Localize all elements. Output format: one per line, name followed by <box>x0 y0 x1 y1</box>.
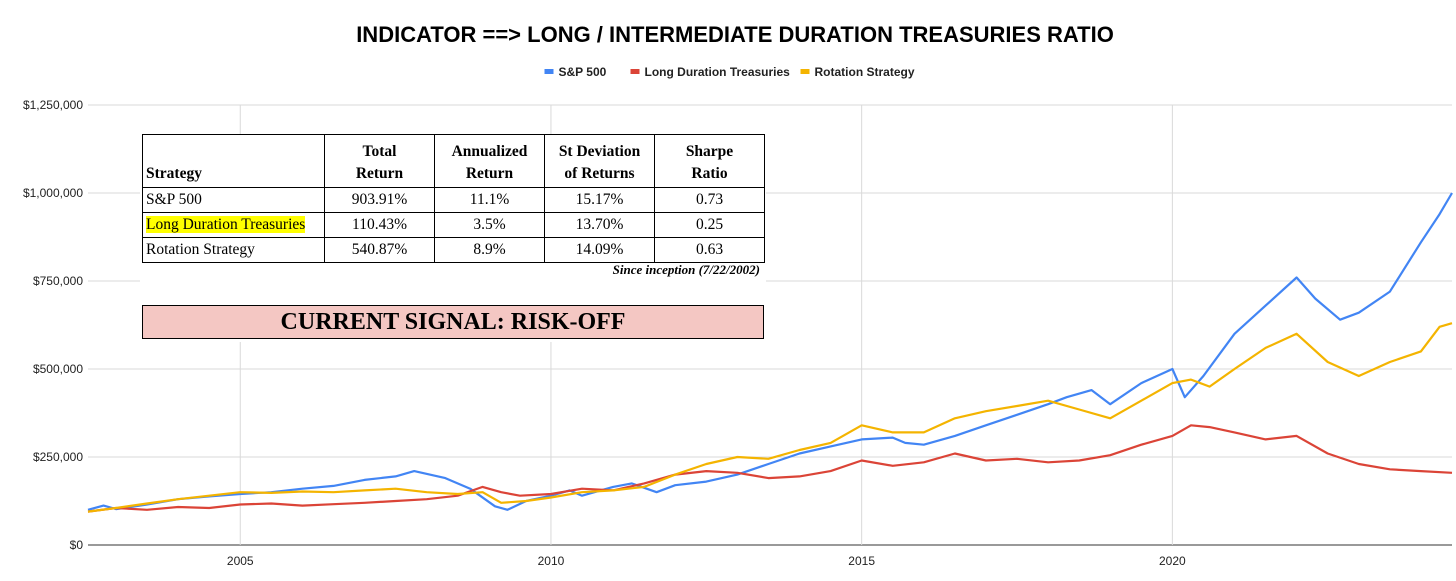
legend-swatch <box>630 69 640 74</box>
cell-strategy: S&P 500 <box>142 187 325 213</box>
y-axis: $0 $250,000 $500,000 $750,000 $1,000,000 $1,2… <box>23 98 83 552</box>
since-inception-note: Since inception (7/22/2002) <box>612 262 760 277</box>
cell-st-deviation: 14.09% <box>544 237 655 263</box>
header-sharpe-ratio: Sharpe Ratio <box>654 134 765 188</box>
header-annualized-return: Annualized Return <box>434 134 545 188</box>
legend-label: S&P 500 <box>559 65 607 79</box>
current-signal-banner: CURRENT SIGNAL: RISK-OFF <box>142 305 764 339</box>
y-tick-label: $750,000 <box>33 274 83 288</box>
cell-annualized-return: 3.5% <box>434 212 545 238</box>
chart-title: INDICATOR ==> LONG / INTERMEDIATE DURATI… <box>356 22 1114 47</box>
x-tick-label: 2020 <box>1159 554 1186 568</box>
header-strategy: Strategy <box>142 134 325 188</box>
cell-annualized-return: 8.9% <box>434 237 545 263</box>
y-tick-label: $1,250,000 <box>23 98 83 112</box>
legend-swatch <box>800 69 810 74</box>
cell-total-return: 110.43% <box>324 212 435 238</box>
x-tick-label: 2010 <box>538 554 565 568</box>
stats-panel: Strategy Total Return Annualized Return St… <box>140 134 766 342</box>
y-tick-label: $250,000 <box>33 450 83 464</box>
legend-swatch <box>544 69 554 74</box>
cell-annualized-return: 11.1% <box>434 187 545 213</box>
cell-st-deviation: 13.70% <box>544 212 655 238</box>
table-row: S&P 500 903.91% 11.1% 15.17% 0.73 <box>142 187 765 213</box>
header-total-return: Total Return <box>324 134 435 188</box>
x-axis: 2005 2010 2015 2020 <box>227 554 1186 568</box>
cell-total-return: 540.87% <box>324 237 435 263</box>
cell-sharpe-ratio: 0.63 <box>654 237 765 263</box>
stats-header-row: Strategy Total Return Annualized Return St… <box>142 134 765 188</box>
cell-total-return: 903.91% <box>324 187 435 213</box>
stats-table: Strategy Total Return Annualized Return St… <box>142 134 765 263</box>
legend-label: Long Duration Treasuries <box>645 65 791 79</box>
header-st-deviation: St Deviation of Returns <box>544 134 655 188</box>
cell-strategy: Rotation Strategy <box>142 237 325 263</box>
x-tick-label: 2005 <box>227 554 254 568</box>
cell-sharpe-ratio: 0.25 <box>654 212 765 238</box>
cell-sharpe-ratio: 0.73 <box>654 187 765 213</box>
y-tick-label: $500,000 <box>33 362 83 376</box>
table-row: Long Duration Treasuries 110.43% 3.5% 13… <box>142 212 765 238</box>
cell-strategy-highlighted: Long Duration Treasuries <box>142 212 325 238</box>
highlighted-strategy-label: Long Duration Treasuries <box>146 216 306 233</box>
table-row: Rotation Strategy 540.87% 8.9% 14.09% 0.… <box>142 237 765 263</box>
cell-st-deviation: 15.17% <box>544 187 655 213</box>
series-lines <box>87 192 1453 513</box>
series-line-rotation-strategy <box>87 322 1453 513</box>
series-line-s-p-500 <box>87 192 1453 511</box>
legend-label: Rotation Strategy <box>815 65 915 79</box>
x-tick-label: 2015 <box>848 554 875 568</box>
y-tick-label: $1,000,000 <box>23 186 83 200</box>
y-tick-label: $0 <box>70 538 84 552</box>
legend: S&P 500 Long Duration Treasuries Rotation … <box>544 65 915 79</box>
series-line-long-duration-treasuries <box>87 424 1453 513</box>
